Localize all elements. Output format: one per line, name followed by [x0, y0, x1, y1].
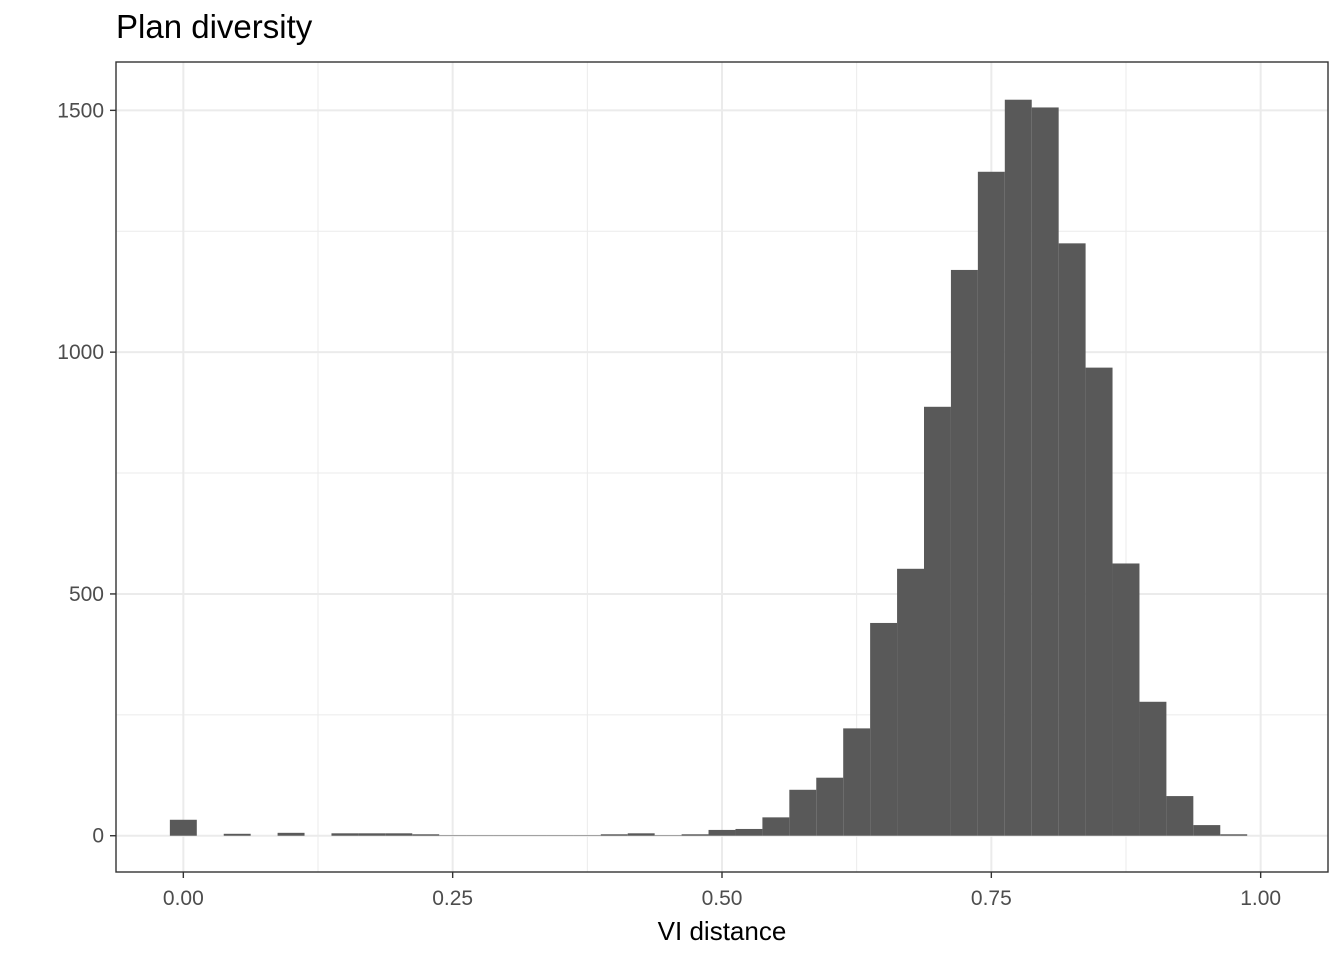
histogram-bar — [385, 833, 413, 836]
histogram-bar — [897, 568, 924, 836]
histogram-bar — [331, 833, 359, 836]
histogram-bar — [681, 834, 709, 836]
histogram-bar — [708, 829, 736, 836]
histogram-bar — [223, 833, 251, 836]
histogram-bar — [1085, 367, 1113, 836]
histogram-bar — [520, 835, 547, 836]
histogram-bar — [546, 835, 574, 836]
y-axis: 0 500 1000 1500 — [57, 99, 116, 848]
histogram-bar — [573, 835, 601, 836]
histogram-bar — [977, 171, 1005, 836]
histogram-bar — [654, 835, 682, 836]
x-tick-label: 1.00 — [1240, 887, 1281, 910]
histogram-bar — [466, 835, 494, 836]
x-tick-label: 0.00 — [163, 887, 204, 910]
y-tick-label: 1000 — [57, 341, 104, 364]
histogram-bar — [1139, 701, 1167, 836]
histogram-bar — [735, 828, 763, 836]
histogram-bar — [627, 833, 655, 836]
histogram-bar — [789, 789, 817, 836]
histogram-bar — [358, 833, 386, 836]
histogram-bar — [439, 835, 467, 836]
histogram-bar — [277, 832, 305, 836]
histogram-bar — [816, 777, 844, 836]
histogram-bar — [600, 834, 628, 836]
histogram-bar — [950, 269, 978, 836]
histogram-bar — [412, 834, 440, 836]
histogram-bar — [493, 835, 520, 836]
x-axis: 0.00 0.25 0.50 0.75 1.00 — [163, 872, 1281, 910]
y-tick-label: 500 — [69, 583, 104, 606]
histogram-bar — [870, 622, 898, 836]
x-tick-label: 0.25 — [432, 887, 473, 910]
y-tick-label: 1500 — [57, 99, 104, 122]
histogram-bar — [169, 819, 197, 836]
histogram-bar — [1220, 834, 1248, 836]
histogram-bar — [1058, 243, 1086, 836]
x-axis-title: VI distance — [658, 916, 787, 946]
chart-title: Plan diversity — [116, 8, 313, 45]
y-tick-label: 0 — [92, 825, 104, 848]
histogram-bar — [1193, 825, 1221, 836]
histogram-bar — [762, 817, 790, 836]
histogram-bar — [1004, 99, 1032, 836]
histogram-bar — [1166, 796, 1194, 836]
histogram-bars — [169, 99, 1248, 836]
x-tick-label: 0.50 — [702, 887, 743, 910]
histogram-bar — [1031, 107, 1059, 836]
histogram-bar — [1112, 563, 1140, 836]
histogram-bar — [924, 406, 951, 836]
histogram-bar — [843, 728, 871, 836]
x-tick-label: 0.75 — [971, 887, 1012, 910]
